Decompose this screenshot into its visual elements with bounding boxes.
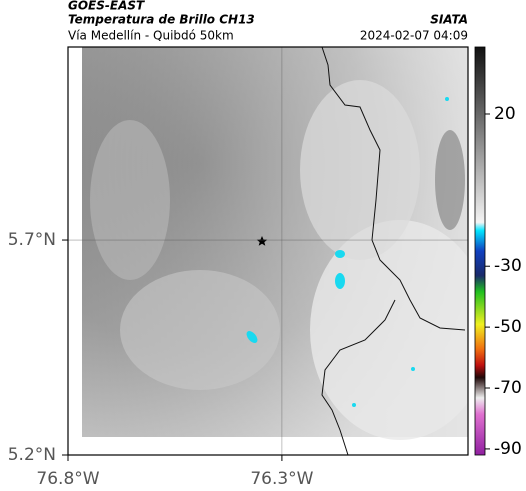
- colorbar-tick-label: -50: [494, 317, 522, 337]
- source: SIATA: [430, 13, 468, 27]
- map-frame: [67, 46, 469, 456]
- route: Vía Medellín - Quibdó 50km: [68, 29, 234, 43]
- x-tick-label: 76.3°W: [250, 469, 313, 489]
- satellite-image: [68, 47, 468, 455]
- colorbar-tick-label: -30: [494, 256, 522, 276]
- datetime: 2024-02-07 04:09: [360, 29, 468, 43]
- colorbar: [474, 46, 486, 456]
- subtitle: Temperatura de Brillo CH13: [68, 13, 255, 27]
- colorbar-tick-label: -70: [494, 378, 522, 398]
- title: GOES-EAST: [68, 0, 145, 13]
- y-tick-label: 5.7°N: [8, 230, 56, 250]
- colorbar-tick-label: -90: [494, 439, 522, 459]
- colorbar-tick-label: 20: [494, 104, 516, 124]
- y-tick-label: 5.2°N: [8, 445, 56, 465]
- x-tick-label: 76.8°W: [36, 469, 99, 489]
- graticule: [68, 47, 468, 455]
